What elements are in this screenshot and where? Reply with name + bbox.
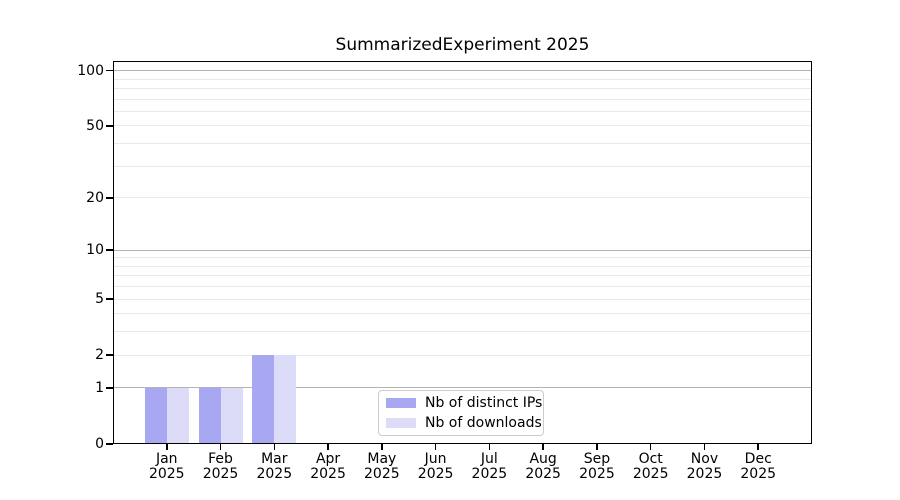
legend-entry-downloads: Nb of downloads <box>386 415 543 432</box>
gridline-major <box>113 387 812 389</box>
x-tick-label: Apr 2025 <box>310 451 346 482</box>
x-tick-label: Feb 2025 <box>202 451 239 482</box>
gridline-minor <box>113 331 812 333</box>
x-axis-tick <box>703 444 706 450</box>
gridline-minor <box>113 143 812 145</box>
x-axis-tick <box>649 444 652 450</box>
gridline-minor <box>113 313 812 315</box>
x-axis-tick <box>757 444 760 450</box>
y-tick-label: 2 <box>95 347 104 364</box>
gridline-minor <box>113 275 812 277</box>
y-tick-label: 20 <box>86 189 104 206</box>
x-axis-tick <box>273 444 276 450</box>
x-tick-label: Aug 2025 <box>525 451 561 482</box>
gridline-minor <box>113 197 812 199</box>
gridline-minor <box>113 125 812 127</box>
x-tick-label: Jan 2025 <box>148 451 185 482</box>
gridline-minor <box>113 286 812 288</box>
gridline-minor <box>113 165 812 167</box>
y-tick-label: 1 <box>95 379 104 396</box>
y-axis-tick <box>106 354 113 356</box>
bar-distinct-ips <box>144 387 167 444</box>
legend-label-downloads: Nb of downloads <box>425 414 542 431</box>
x-tick-label: Sep 2025 <box>579 451 615 482</box>
y-axis-tick <box>106 249 113 251</box>
gridline-minor <box>113 98 812 100</box>
gridline-minor <box>113 265 812 267</box>
gridline-minor <box>113 88 812 90</box>
x-axis-tick <box>327 444 329 450</box>
x-axis-tick <box>596 444 598 450</box>
x-tick-label: Oct 2025 <box>632 451 669 482</box>
bar-distinct-ips <box>198 387 221 444</box>
x-tick-label: Nov 2025 <box>686 451 723 482</box>
legend-swatch-downloads-icon <box>386 418 416 428</box>
chart-title: SummarizedExperiment 2025 <box>335 35 590 55</box>
y-axis-tick <box>106 125 113 127</box>
x-axis-tick <box>488 444 491 450</box>
legend-entry-distinct-ips: Nb of distinct IPs <box>386 395 543 412</box>
x-axis-tick <box>434 444 437 450</box>
gridline-major <box>113 249 812 251</box>
gridline-minor <box>113 78 812 80</box>
bar-distinct-ips <box>252 355 275 444</box>
gridline-minor <box>113 354 812 356</box>
y-tick-label: 100 <box>77 62 104 79</box>
bar-downloads <box>220 387 243 444</box>
gridline-major <box>113 70 812 72</box>
y-tick-label: 10 <box>86 242 104 259</box>
gridline-minor <box>113 110 812 112</box>
legend-swatch-distinct-ips-icon <box>386 398 416 408</box>
gridline-minor <box>113 257 812 259</box>
y-tick-label: 0 <box>95 436 104 452</box>
y-axis-tick <box>106 196 113 199</box>
legend-label-distinct-ips: Nb of distinct IPs <box>425 394 543 411</box>
bar-downloads <box>166 387 189 444</box>
bar-downloads <box>274 355 297 444</box>
y-tick-label: 5 <box>95 291 104 308</box>
y-axis-tick <box>106 387 113 389</box>
y-axis-tick <box>106 443 113 445</box>
y-axis-tick <box>106 69 113 72</box>
x-tick-label: May 2025 <box>364 451 400 482</box>
x-axis-tick <box>381 444 383 450</box>
x-axis-tick <box>542 444 544 450</box>
legend: Nb of distinct IPs Nb of downloads <box>378 390 544 436</box>
x-tick-label: Jun 2025 <box>417 451 454 482</box>
x-axis-tick <box>165 444 168 450</box>
y-tick-label: 50 <box>86 117 104 134</box>
y-axis-tick <box>106 298 113 300</box>
x-tick-label: Mar 2025 <box>256 451 293 482</box>
x-axis-tick <box>219 444 222 450</box>
gridline-minor <box>113 298 812 300</box>
x-tick-label: Dec 2025 <box>740 451 777 482</box>
x-tick-label: Jul 2025 <box>471 451 508 482</box>
